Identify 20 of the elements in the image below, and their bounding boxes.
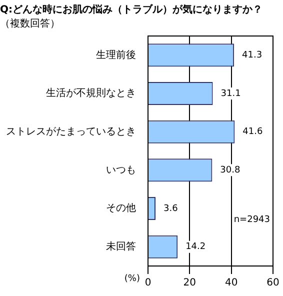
x-tick-label: 40 bbox=[224, 278, 238, 289]
annotation: n=2943 bbox=[234, 214, 270, 225]
x-tick-label: 60 bbox=[266, 278, 280, 289]
y-tick-label: 生活が不規則なとき bbox=[46, 87, 136, 100]
data-label: 31.1 bbox=[220, 88, 241, 99]
y-tick-label: いつも bbox=[106, 164, 136, 176]
y-tick-label: 未回答 bbox=[106, 240, 136, 252]
x-tick-label: 20 bbox=[183, 278, 196, 289]
y-tick-label: 生理前後 bbox=[96, 48, 136, 61]
x-axis-title: (%) bbox=[124, 274, 140, 284]
data-label: 3.6 bbox=[164, 204, 178, 214]
data-label: 30.8 bbox=[220, 166, 240, 176]
y-tick-label: ストレスがたまっているとき bbox=[6, 126, 136, 138]
y-tick-label: その他 bbox=[106, 202, 136, 214]
data-label: 41.6 bbox=[242, 127, 263, 138]
data-label: 14.2 bbox=[186, 242, 206, 252]
chart-title: Q:どんな時にお肌の悩み（トラブル）が気になりますか？ bbox=[0, 4, 262, 16]
x-tick-label: 0 bbox=[144, 278, 152, 289]
data-label: 41.3 bbox=[242, 50, 262, 61]
text: （複数回答） bbox=[0, 18, 60, 30]
